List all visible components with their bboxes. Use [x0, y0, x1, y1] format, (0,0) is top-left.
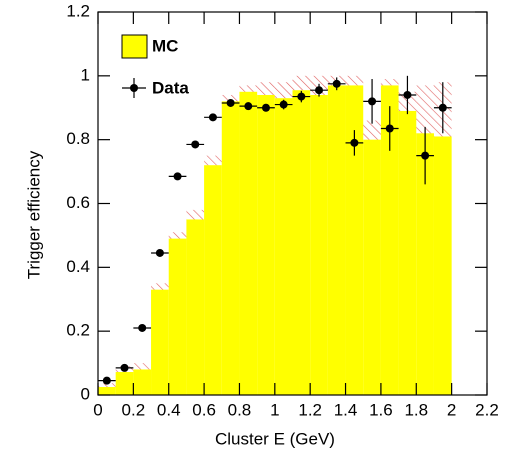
- y-tick-label: 0.8: [66, 129, 90, 148]
- data-point: [438, 103, 447, 112]
- data-point: [102, 376, 111, 385]
- mc-bar: [151, 289, 169, 395]
- mc-band: [221, 94, 240, 102]
- legend-marker: [130, 84, 138, 92]
- data-point: [350, 138, 359, 147]
- data-point: [279, 100, 288, 109]
- x-tick-label: 0.2: [122, 400, 146, 419]
- mc-bar: [204, 165, 222, 395]
- y-axis-title: Trigger efficiency: [24, 150, 43, 279]
- mc-band: [98, 383, 116, 388]
- data-point: [155, 248, 164, 257]
- mc-bar: [398, 110, 417, 396]
- x-tick-label: 0.6: [192, 400, 216, 419]
- plot-area: 0 0.2 0.4 0.6 0.8 1 1.2 1.4 1.6 1.8 2 2.2 0 0.2 0.4 0.6…: [66, 1, 498, 419]
- mc-bar: [345, 85, 364, 396]
- mc-band: [416, 85, 434, 134]
- mc-band: [239, 85, 258, 92]
- y-tick-label: 0.4: [66, 257, 90, 276]
- mc-bar: [221, 101, 240, 395]
- data-point: [173, 172, 182, 181]
- data-point: [191, 140, 200, 149]
- mc-bar: [115, 372, 134, 395]
- x-tick-label: 0: [93, 400, 102, 419]
- mc-bar: [239, 91, 258, 396]
- mc-bar: [257, 94, 275, 395]
- y-tick-label: 1.2: [66, 1, 90, 20]
- data-point: [315, 86, 324, 95]
- data-point: [368, 97, 377, 106]
- mc-bar: [363, 139, 381, 395]
- data-point: [244, 102, 253, 111]
- mc-bar: [133, 369, 152, 395]
- mc-band: [151, 283, 169, 290]
- data-point: [120, 363, 129, 372]
- legend-label: Data: [152, 78, 189, 97]
- x-tick-label: 2.2: [475, 400, 499, 419]
- mc-band: [363, 120, 381, 140]
- data-point: [297, 92, 306, 101]
- data-point: [138, 323, 147, 332]
- x-tick-label: 1.8: [404, 400, 428, 419]
- mc-band: [168, 232, 187, 239]
- x-tick-label: 1.2: [298, 400, 322, 419]
- mc-band: [204, 155, 222, 166]
- mc-bar: [416, 133, 434, 396]
- mc-band: [345, 75, 364, 86]
- mc-bar: [380, 85, 399, 396]
- mc-band: [292, 75, 311, 91]
- x-tick-label: 1.6: [369, 400, 393, 419]
- data-point: [403, 90, 412, 99]
- legend-swatch-mc: [121, 34, 148, 59]
- mc-band: [380, 79, 399, 86]
- x-tick-label: 1.4: [334, 400, 358, 419]
- mc-bar: [274, 98, 293, 396]
- x-tick-label: 0.4: [157, 400, 181, 419]
- y-tick-label: 0: [81, 384, 90, 403]
- x-tick-label: 0.8: [228, 400, 252, 419]
- y-tick-label: 0.2: [66, 321, 90, 340]
- y-tick-label: 1: [81, 65, 90, 84]
- mc-bar: [327, 85, 346, 396]
- mc-bar: [292, 90, 311, 395]
- x-tick-label: 1: [270, 400, 279, 419]
- x-axis-title: Cluster E (GeV): [215, 429, 335, 448]
- data-point: [332, 79, 341, 88]
- mc-bar: [433, 136, 452, 395]
- mc-bar: [186, 219, 205, 395]
- y-tick-label: 0.6: [66, 193, 90, 212]
- data-point: [261, 103, 270, 112]
- mc-band: [257, 82, 275, 95]
- legend-label: MC: [152, 36, 178, 55]
- data-point: [421, 151, 430, 160]
- data-point: [226, 98, 235, 107]
- mc-band: [133, 363, 152, 370]
- data-point: [208, 113, 217, 122]
- data-point: [385, 124, 394, 133]
- mc-bar: [168, 238, 187, 395]
- mc-band: [274, 82, 293, 99]
- mc-bar: [310, 94, 328, 395]
- mc-band: [186, 209, 205, 220]
- mc-bar: [98, 387, 116, 395]
- x-tick-label: 2: [447, 400, 456, 419]
